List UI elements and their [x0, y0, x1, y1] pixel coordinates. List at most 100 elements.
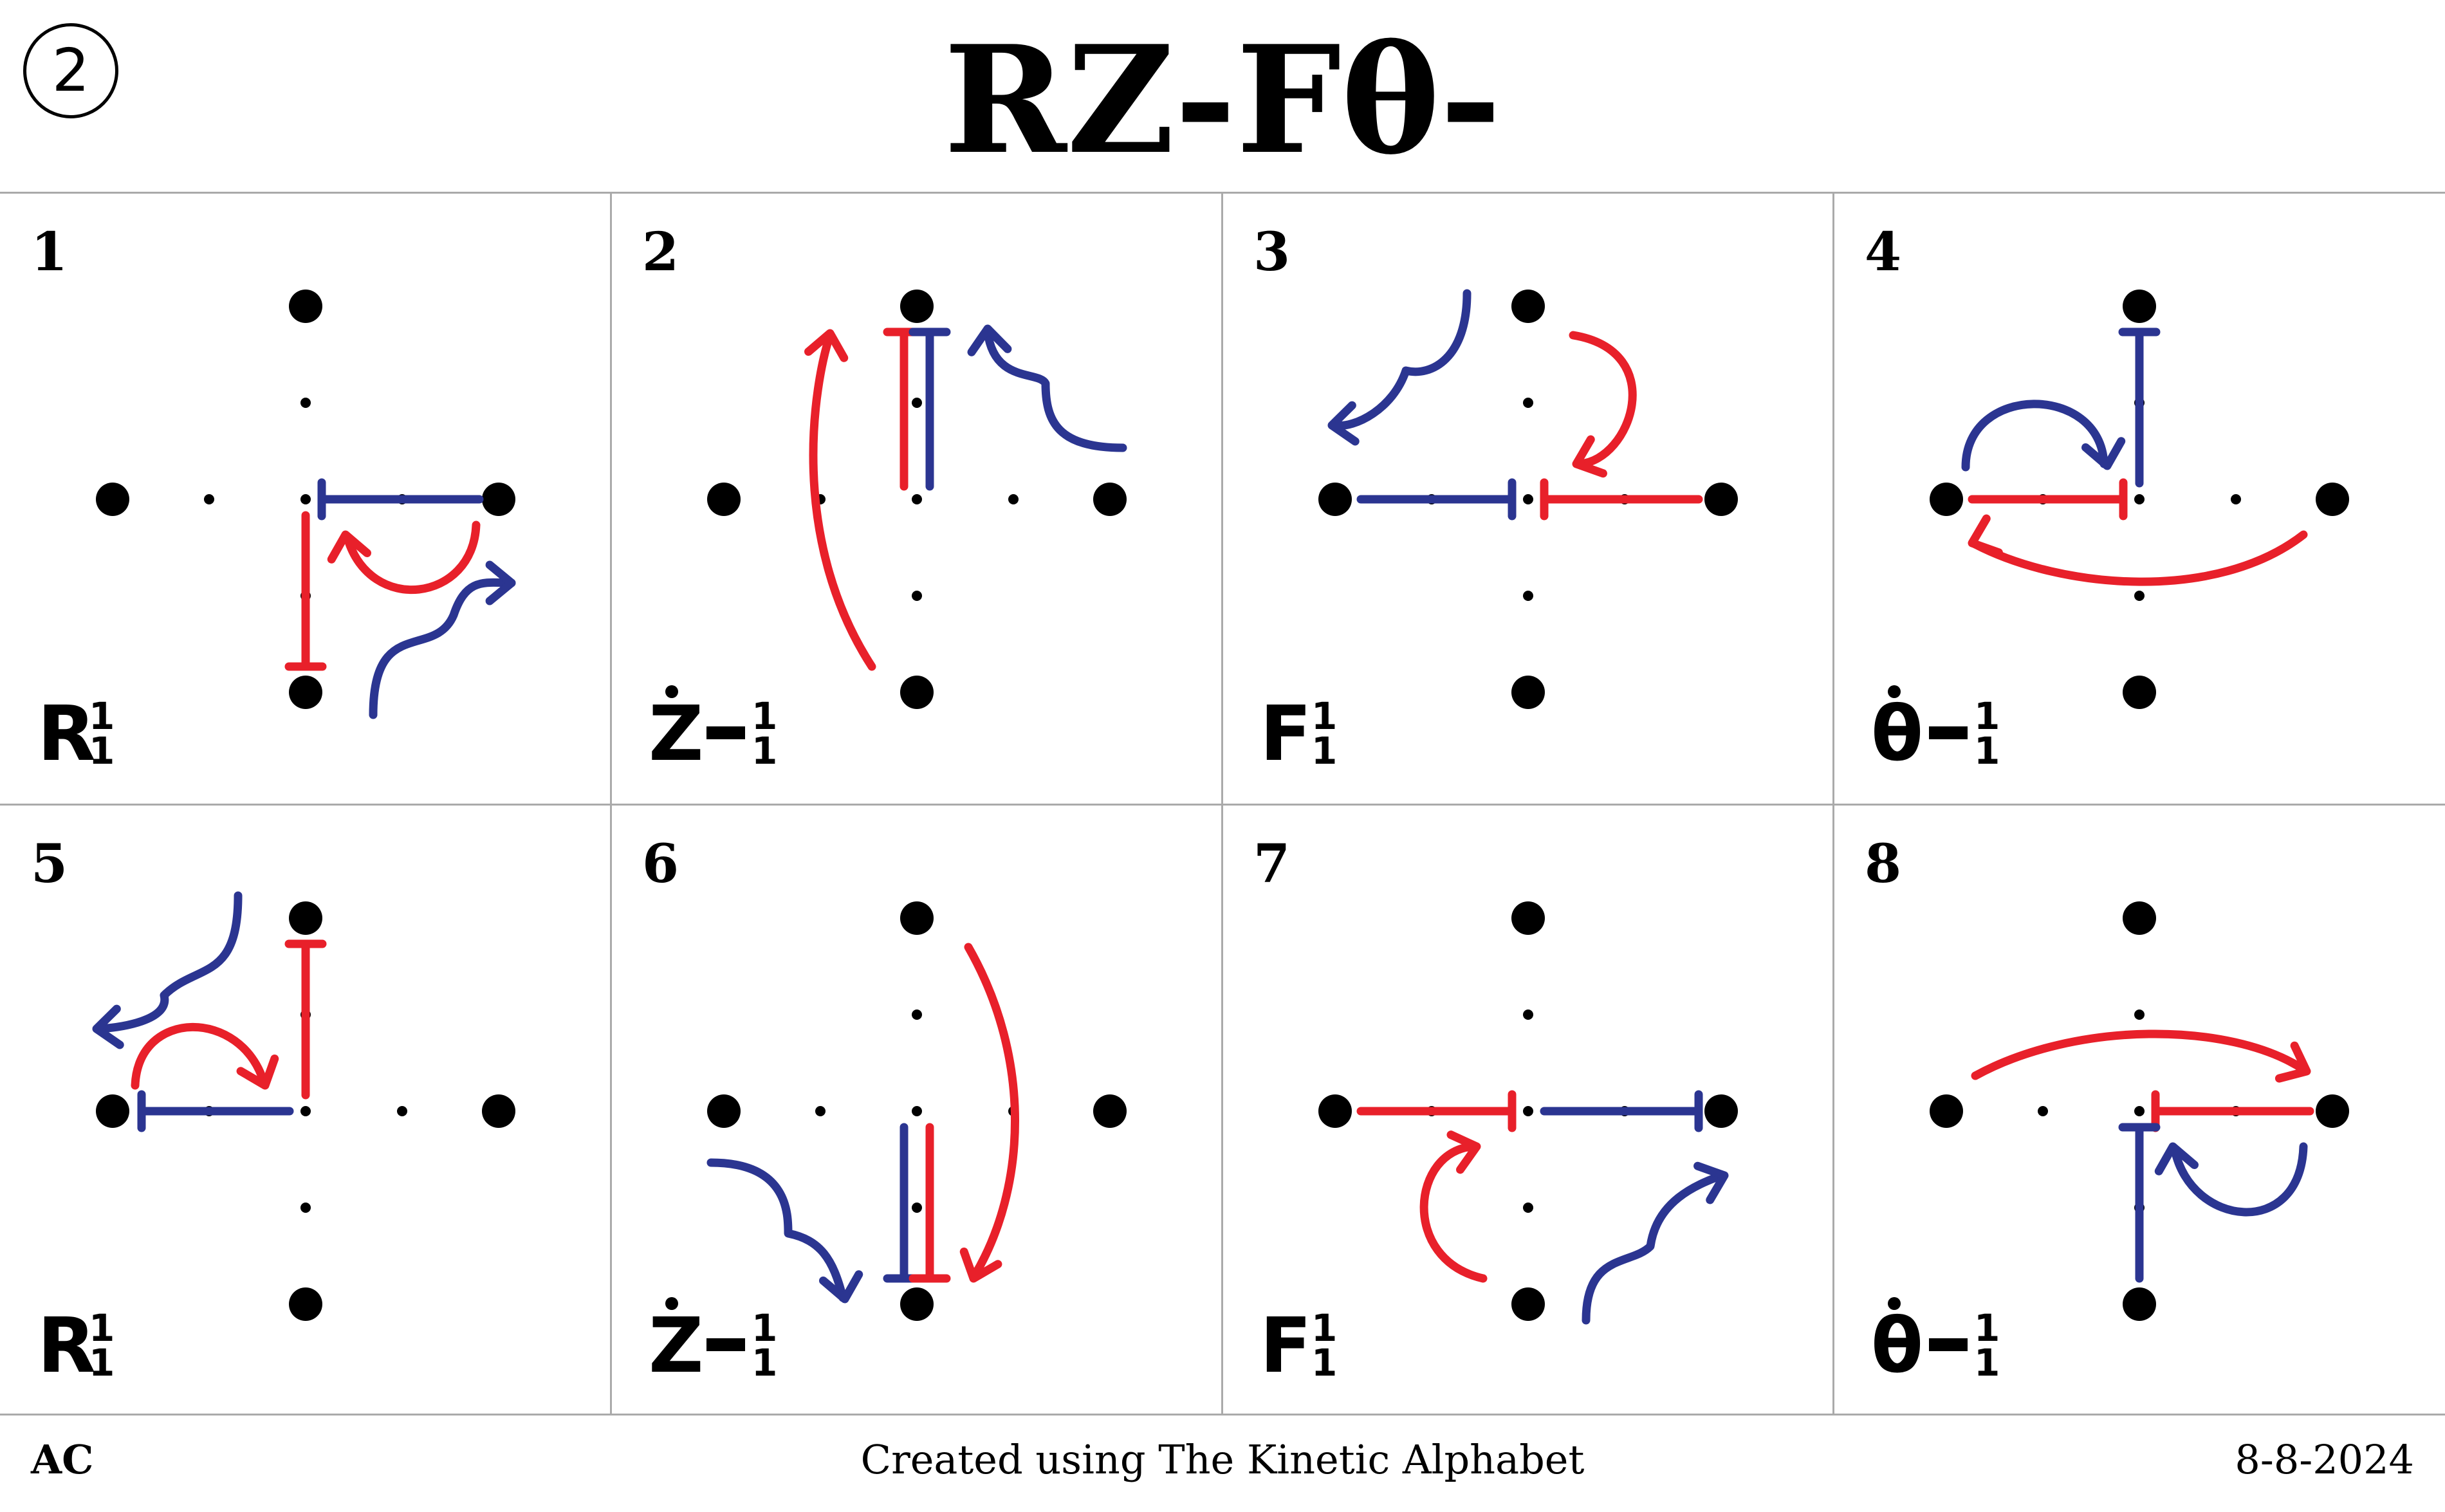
sheet-number: 2 — [51, 36, 90, 105]
label-superscript: 1 — [1974, 694, 2000, 738]
label-letter: θ — [1871, 1301, 1923, 1390]
arrow-head — [485, 560, 516, 605]
grid-point-outer — [707, 483, 741, 516]
grid-point-outer — [900, 901, 934, 935]
label-letter: F — [1260, 689, 1312, 778]
grid-point-outer — [1511, 676, 1545, 709]
grid-point-outer — [96, 1094, 129, 1128]
label-superscript: 1 — [1974, 1306, 2000, 1350]
grid-point-inner — [300, 494, 311, 504]
grid-point-outer — [2123, 290, 2156, 323]
red-motion-arrow — [809, 331, 876, 671]
arrow-head — [1446, 1130, 1481, 1174]
grid-point-inner — [2038, 1106, 2048, 1116]
label-subscript: 1 — [89, 1341, 115, 1385]
arrow-head — [967, 324, 1012, 356]
grid-point-outer — [1318, 483, 1352, 516]
red-motion-arrow — [1971, 1029, 2308, 1080]
label-dot — [665, 685, 678, 698]
grid-point-inner — [912, 1010, 922, 1020]
label-superscript: 1 — [89, 694, 115, 738]
label-superscript: 1 — [1311, 694, 1337, 738]
page-title: RZ-Fθ- — [943, 14, 1502, 187]
label-dash — [706, 726, 745, 739]
label-dot — [1888, 1297, 1901, 1310]
blue-motion-arrow — [983, 327, 1127, 452]
label-dash — [1929, 1338, 1968, 1351]
blue-motion-arrow — [1961, 400, 2108, 472]
grid-point-inner — [912, 1203, 922, 1213]
grid-point-outer — [2123, 1287, 2156, 1321]
red-motion-arrow — [1569, 331, 1637, 468]
arrow-head — [2154, 1142, 2199, 1175]
label-letter: Z — [649, 689, 704, 778]
sheet-number-badge: 2 — [23, 23, 118, 118]
blue-motion-arrow — [1582, 1171, 1726, 1325]
arrow-head — [959, 1248, 1002, 1283]
pictograph-label: Z 11 — [649, 1297, 777, 1390]
grid-point-inner — [1523, 398, 1533, 408]
grid-point-outer — [900, 290, 934, 323]
grid-point-outer — [289, 1287, 322, 1321]
arrow-head — [327, 530, 372, 564]
pictograph-label: F 11 — [1260, 689, 1337, 778]
pictograph-label: F 11 — [1260, 1301, 1337, 1390]
arrow-head — [236, 1055, 279, 1090]
blue-motion-arrow — [95, 891, 243, 1033]
grid-point-inner — [912, 591, 922, 601]
grid-point-outer — [1704, 1094, 1738, 1128]
blue-motion-arrow — [2170, 1142, 2308, 1217]
arrow-head — [1968, 514, 2003, 557]
label-letter: Z — [649, 1301, 704, 1390]
grid-point-outer — [1704, 483, 1738, 516]
grid-point-outer — [1093, 483, 1127, 516]
grid-point-outer — [96, 483, 129, 516]
pictograph-label: Z 11 — [649, 685, 777, 778]
cell-number: 3 — [1253, 221, 1291, 283]
grid-point-inner — [300, 1106, 311, 1116]
label-dot — [665, 1297, 678, 1310]
grid-point-inner — [300, 398, 311, 408]
grid-point-outer — [1511, 290, 1545, 323]
arrow-head — [1327, 401, 1360, 446]
grid-point-outer — [482, 1094, 515, 1128]
label-letter: F — [1260, 1301, 1312, 1390]
grid-point-outer — [2123, 676, 2156, 709]
label-letter: R — [37, 689, 96, 778]
grid-point-inner — [2134, 494, 2145, 504]
pictograph-diagram: Z 11 — [649, 901, 1127, 1390]
pictograph-diagram: R11 — [37, 891, 515, 1390]
grid-point-inner — [2134, 1010, 2145, 1020]
cell-number: 5 — [31, 833, 68, 895]
grid-point-inner — [2231, 494, 2241, 504]
label-subscript: 1 — [1311, 729, 1337, 773]
pictograph-label: θ 11 — [1871, 1297, 2000, 1390]
label-superscript: 1 — [1311, 1306, 1337, 1350]
arrow-head — [92, 1004, 124, 1049]
grid-point-inner — [912, 398, 922, 408]
label-subscript: 1 — [752, 1341, 777, 1385]
arrow-head — [818, 1270, 863, 1304]
grid-point-outer — [2123, 901, 2156, 935]
grid-point-outer — [289, 901, 322, 935]
grid-point-inner — [204, 494, 214, 504]
red-motion-arrow — [1419, 1142, 1488, 1283]
grid-point-outer — [707, 1094, 741, 1128]
label-superscript: 1 — [752, 694, 777, 738]
grid-point-outer — [289, 676, 322, 709]
pictograph-diagram: θ 11 — [1871, 290, 2349, 778]
grid-divider — [0, 804, 2445, 806]
red-motion-arrow — [343, 521, 481, 595]
pictograph-diagram: Z 11 — [649, 290, 1127, 778]
label-dot — [1888, 685, 1901, 698]
label-subscript: 1 — [1311, 1341, 1337, 1385]
cell-number: 1 — [31, 221, 68, 283]
grid-point-inner — [912, 1106, 922, 1116]
pictograph-diagram: R11 — [37, 290, 516, 778]
grid-point-outer — [1930, 1094, 1963, 1128]
